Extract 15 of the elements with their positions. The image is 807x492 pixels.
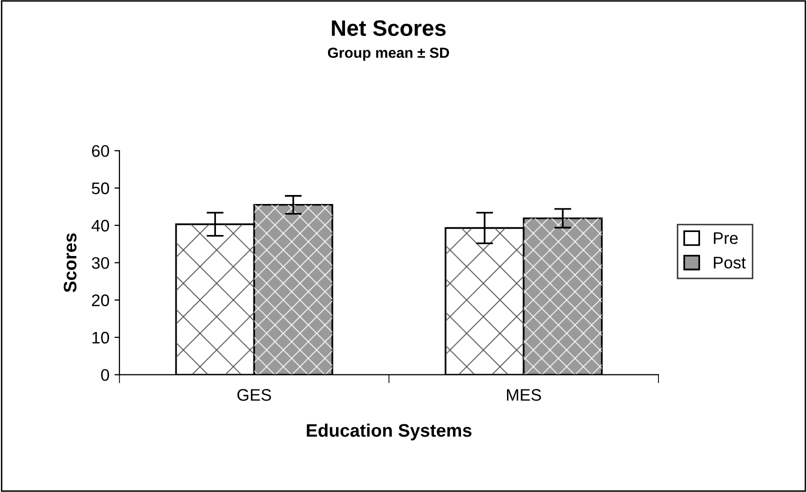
y-tick-label: 20 — [92, 294, 110, 306]
y-tick-label: 10 — [92, 332, 110, 344]
x-axis-title: Education Systems — [306, 424, 472, 440]
chart-title: Net Scores — [332, 20, 446, 36]
y-tick-label: 0 — [101, 369, 110, 381]
y-tick-label: 60 — [92, 145, 110, 157]
legend-label: Pre — [714, 232, 738, 244]
y-tick-label: 40 — [92, 220, 110, 232]
y-axis-title: Scores — [64, 233, 76, 292]
legend-label: Post — [714, 256, 746, 268]
chart-subtitle: Group mean ± SD — [328, 48, 450, 61]
x-tick-label: MES — [506, 389, 541, 401]
x-tick-label: GES — [237, 389, 272, 401]
y-tick-label: 50 — [92, 182, 110, 194]
y-tick-label: 30 — [92, 257, 110, 269]
